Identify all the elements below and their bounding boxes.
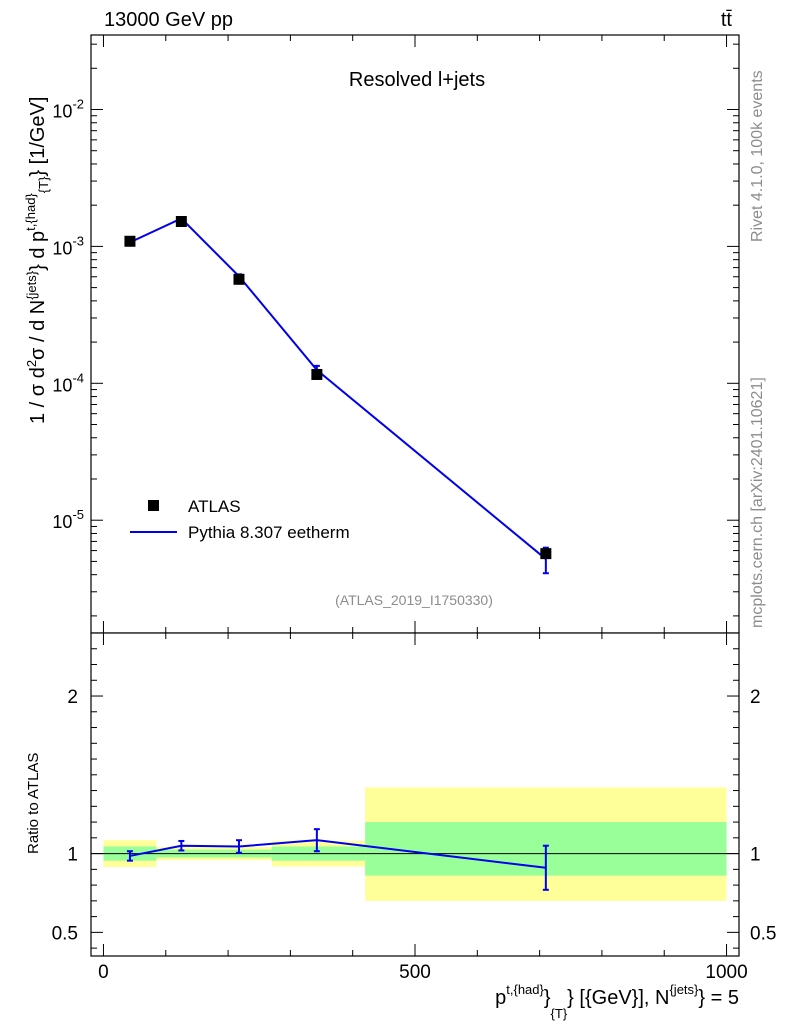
ratio-y-axis-label: Ratio to ATLAS — [25, 753, 42, 854]
process-label: tt̄ — [721, 9, 733, 31]
tick-base: 10 — [52, 512, 72, 532]
ylabel-part-c: σ / d N — [27, 300, 49, 360]
ratio-y-tick-label-right: 1 — [750, 845, 761, 866]
tick-base: 10 — [52, 375, 72, 395]
ylabel-part-f: t,{had} — [23, 193, 38, 231]
main-data-layer — [124, 215, 552, 575]
legend-atlas-marker — [148, 500, 159, 511]
ratio-y-tick-label: 2 — [67, 687, 78, 708]
xlabel-part-c: } — [544, 987, 551, 1009]
ylabel-part-e: } d p — [27, 231, 49, 271]
tick-base: 10 — [52, 238, 72, 258]
atlas-data-point — [175, 215, 187, 227]
ratio-y-tick-label: 1 — [67, 845, 78, 866]
xlabel-part-d: {T} — [551, 1006, 568, 1021]
ratio-y-tick-labels: 2 2 1 1 0.5 0.5 — [52, 687, 777, 944]
x-tick-label: 500 — [399, 962, 431, 983]
energy-label: 13000 GeV pp — [104, 9, 233, 31]
main-plot-area — [91, 35, 739, 633]
ratio-y-tick-label-right: 2 — [750, 687, 761, 708]
main-axis-ticks — [91, 35, 739, 633]
xlabel-part-a: p — [495, 987, 506, 1009]
ylabel-part-a: 1 / σ d — [27, 367, 49, 424]
main-y-tick-label: 10-2 — [52, 96, 84, 121]
rivet-label: Rivet 4.1.0, 100k events — [749, 70, 766, 242]
tick-exponent: -2 — [72, 96, 84, 111]
ylabel-part-d: {jets} — [24, 270, 39, 300]
ratio-y-tick-label-right: 0.5 — [750, 923, 776, 944]
tick-base: 10 — [52, 101, 72, 121]
panel-title: Resolved l+jets — [349, 69, 485, 91]
ratio-data-layer — [126, 828, 549, 891]
main-panel: 10-210-310-410-5 Resolved l+jets (ATLAS_… — [52, 34, 740, 634]
main-y-tick-label: 10-5 — [52, 507, 84, 532]
ratio-y-tick-label: 0.5 — [52, 923, 78, 944]
atlas-data-point — [311, 368, 323, 380]
mcplots-label: mcplots.cern.ch [arXiv:2401.10621] — [749, 377, 766, 628]
tick-exponent: -5 — [72, 507, 84, 522]
legend-atlas-label: ATLAS — [188, 497, 241, 516]
main-y-axis-label: 1 / σ d2σ / d N{jets}} d pt,{had}{T}} [1… — [23, 97, 51, 424]
legend: ATLAS Pythia 8.307 eetherm — [130, 497, 350, 542]
ylabel-part-b: 2 — [24, 360, 39, 367]
xlabel-part-g: } = 5 — [698, 987, 739, 1009]
xlabel-part-e: } [{GeV}], N — [567, 987, 669, 1009]
x-tick-label: 0 — [98, 962, 109, 983]
xlabel-part-f: {jets} — [669, 982, 699, 997]
main-y-tick-labels: 10-210-310-410-5 — [52, 96, 84, 532]
ratio-panel: 2 2 1 1 0.5 0.5 0 500 1000 — [52, 632, 777, 983]
ratio-axis-ticks — [91, 633, 739, 956]
ratio-x-tick-labels: 0 500 1000 — [98, 962, 748, 983]
legend-pythia-label: Pythia 8.307 eetherm — [188, 523, 350, 542]
x-axis-label: pt,{had}}{T}} [{GeV}], N{jets}} = 5 — [495, 982, 739, 1021]
tick-exponent: -3 — [72, 233, 84, 248]
atlas-data-point — [540, 548, 552, 560]
x-tick-label: 1000 — [705, 962, 747, 983]
xlabel-part-b: t,{had} — [506, 982, 544, 997]
ratio-frame — [90, 632, 740, 957]
analysis-watermark: (ATLAS_2019_I1750330) — [335, 592, 493, 608]
atlas-data-point — [233, 273, 245, 285]
ylabel-part-h: {T} — [36, 176, 51, 193]
tick-exponent: -4 — [72, 370, 84, 385]
main-y-tick-label: 10-4 — [52, 370, 84, 395]
ylabel-part-g: } [1/GeV] — [27, 97, 49, 177]
atlas-data-point — [124, 235, 136, 247]
main-y-tick-label: 10-3 — [52, 233, 84, 258]
